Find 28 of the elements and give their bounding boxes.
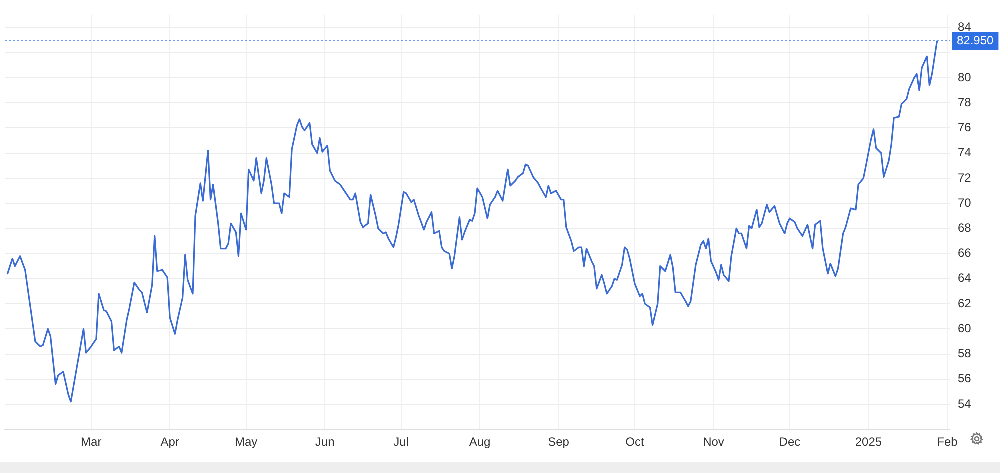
y-tick-label: 70 bbox=[958, 196, 972, 210]
x-tick-label: Dec bbox=[779, 435, 801, 450]
x-tick-label: May bbox=[234, 435, 258, 450]
y-tick-label: 74 bbox=[958, 146, 972, 160]
y-tick-label: 64 bbox=[958, 271, 972, 286]
y-tick-label: 68 bbox=[958, 220, 972, 235]
x-tick-label: Oct bbox=[626, 435, 645, 450]
y-tick-label: 58 bbox=[958, 346, 972, 361]
y-tick-label: 80 bbox=[958, 70, 972, 84]
x-tick-label: Jun bbox=[315, 435, 335, 450]
y-tick-label: 76 bbox=[958, 120, 972, 135]
x-tick-label: Jul bbox=[394, 435, 409, 450]
ref-line-label: 82.950 bbox=[957, 33, 994, 48]
x-tick-label: Aug bbox=[469, 435, 491, 450]
y-tick-label: 84 bbox=[958, 20, 972, 34]
y-tick-label: 78 bbox=[958, 95, 972, 110]
x-tick-label: Nov bbox=[703, 435, 724, 450]
y-tick-label: 62 bbox=[958, 296, 972, 310]
x-tick-label: 2025 bbox=[855, 435, 882, 450]
y-tick-label: 66 bbox=[958, 246, 972, 260]
x-tick-label: Mar bbox=[81, 435, 102, 450]
x-tick-label: Feb bbox=[937, 435, 958, 450]
y-tick-label: 60 bbox=[958, 321, 972, 336]
y-tick-label: 54 bbox=[958, 396, 972, 411]
y-tick-label: 72 bbox=[958, 170, 972, 185]
x-tick-label: Apr bbox=[160, 435, 180, 450]
y-tick-label: 56 bbox=[958, 372, 972, 386]
x-tick-label: Sep bbox=[548, 435, 570, 450]
